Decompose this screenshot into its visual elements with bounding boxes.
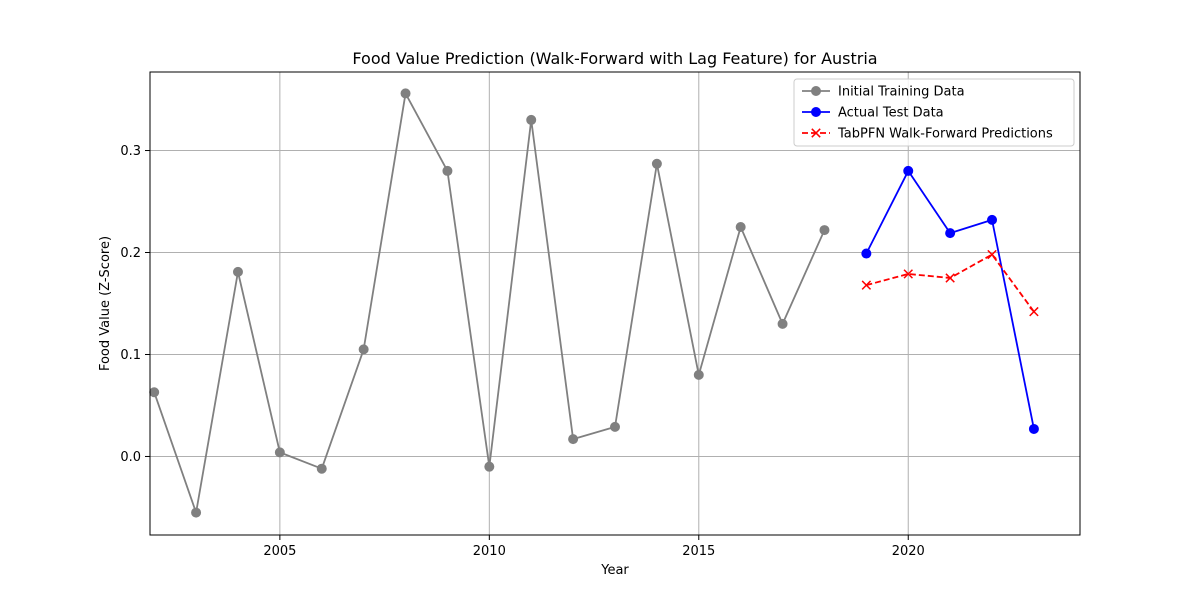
data-point: [484, 461, 495, 472]
data-point: [861, 280, 872, 290]
legend-box: [793, 78, 1075, 147]
x-axis-label: Year: [600, 563, 629, 578]
marker-stroke: [903, 269, 913, 279]
legend-label: Actual Test Data: [838, 106, 944, 121]
data-point: [903, 269, 913, 279]
legend-label: TabPFN Walk-Forward Predictions: [837, 127, 1053, 142]
y-axis-label: Food Value (Z-Score): [98, 236, 113, 371]
marker-stroke: [1029, 306, 1039, 317]
marker-stroke: [861, 280, 872, 290]
data-point: [903, 165, 914, 176]
legend-marker: [811, 128, 821, 138]
chart-title: Food Value Prediction (Walk-Forward with…: [352, 49, 877, 68]
series-layer: [149, 88, 1039, 518]
data-point: [149, 387, 160, 398]
data-point: [861, 248, 872, 259]
data-point: [819, 225, 830, 236]
data-point: [400, 88, 411, 99]
series-tabpfn-walk-forward-predictions: [861, 249, 1039, 317]
data-point: [735, 222, 746, 233]
legend-marker: [811, 107, 821, 117]
y-tick-label: 0.1: [120, 348, 141, 363]
series-actual-test-data: [861, 165, 1039, 434]
data-point: [526, 114, 537, 125]
legend-item: Actual Test Data: [802, 106, 944, 121]
data-point: [945, 228, 956, 239]
data-point: [1028, 423, 1039, 434]
data-point: [987, 214, 998, 225]
data-point: [191, 507, 202, 518]
data-point: [274, 447, 285, 458]
data-point: [442, 165, 453, 176]
x-tick-label: 2010: [473, 544, 506, 559]
marker-stroke: [811, 128, 821, 138]
legend-marker: [811, 86, 821, 96]
data-point: [568, 434, 579, 445]
data-point: [693, 369, 704, 380]
y-tick-label: 0.0: [120, 450, 141, 465]
data-point: [232, 266, 243, 277]
legend: Initial Training Data Actual Test Data Tab…: [793, 78, 1075, 147]
legend-item: TabPFN Walk-Forward Predictions: [802, 127, 1053, 142]
marker-stroke: [945, 273, 955, 283]
data-point: [316, 463, 327, 474]
legend-label: Initial Training Data: [838, 85, 965, 100]
marker-stroke: [987, 249, 997, 260]
plot-frame: [149, 71, 1081, 536]
x-tick-label: 2015: [682, 544, 715, 559]
data-point: [610, 421, 620, 432]
data-point: [945, 273, 955, 283]
grid: [150, 72, 1080, 535]
x-tick-label: 2020: [892, 544, 925, 559]
y-tick-label: 0.3: [120, 144, 141, 159]
data-point: [987, 249, 997, 260]
y-tick-label: 0.2: [120, 246, 141, 261]
data-point: [358, 344, 369, 355]
ticks: 2005 2010 2015 2020 0.0 0.1 0.2 0.3: [120, 144, 924, 559]
data-point: [777, 318, 788, 329]
data-point: [1029, 306, 1039, 317]
data-point: [651, 158, 662, 169]
series-initial-training-data: [149, 88, 830, 518]
legend-item: Initial Training Data: [802, 85, 965, 100]
x-tick-label: 2005: [263, 544, 296, 559]
